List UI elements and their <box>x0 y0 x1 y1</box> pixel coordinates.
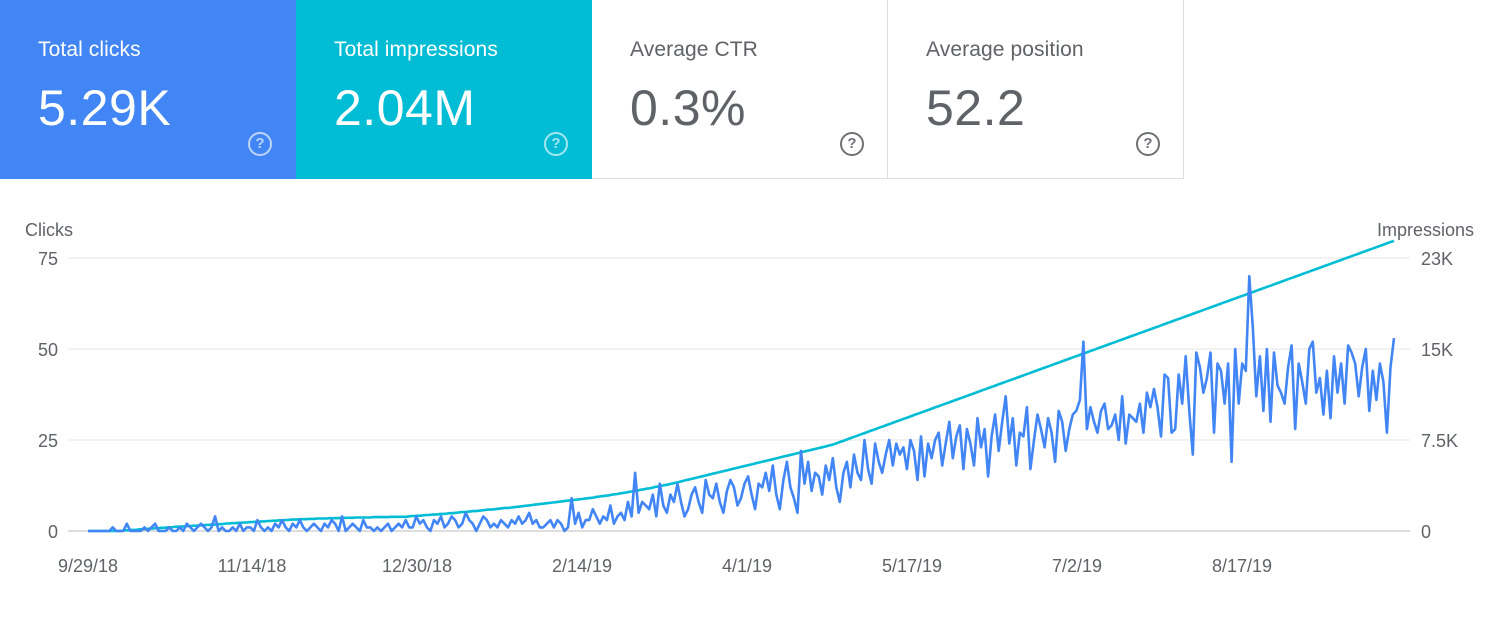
help-icon[interactable]: ? <box>248 132 272 156</box>
x-tick-label: 7/2/19 <box>1052 556 1102 576</box>
average-position-value: 52.2 <box>926 80 1026 136</box>
y-left-ticks: 0 25 50 75 <box>38 249 58 542</box>
total-clicks-value: 5.29K <box>38 80 172 136</box>
help-icon[interactable]: ? <box>840 132 864 156</box>
y-right-tick-label: 0 <box>1421 522 1431 542</box>
x-tick-label: 12/30/18 <box>382 556 452 576</box>
help-icon[interactable]: ? <box>1136 132 1160 156</box>
x-tick-label: 2/14/19 <box>552 556 612 576</box>
metric-cards: Total clicks 5.29K ? Total impressions 2… <box>0 0 1184 179</box>
x-tick-label: 11/14/18 <box>218 556 287 576</box>
x-tick-label: 8/17/19 <box>1212 556 1272 576</box>
clicks-series-line <box>88 274 1396 533</box>
y-right-ticks: 0 7.5K 15K 23K <box>1421 249 1458 542</box>
total-impressions-card[interactable]: Total impressions 2.04M ? <box>296 0 592 179</box>
x-tick-label: 9/29/18 <box>58 556 118 576</box>
average-position-label: Average position <box>926 38 1084 61</box>
y-left-tick-label: 50 <box>38 340 58 360</box>
y-right-tick-label: 7.5K <box>1421 431 1458 451</box>
y-left-axis-label: Clicks <box>25 220 73 240</box>
y-left-tick-label: 0 <box>48 522 58 542</box>
impressions-series-line <box>88 239 1395 533</box>
x-tick-label: 5/17/19 <box>882 556 942 576</box>
chart-series <box>88 239 1396 533</box>
x-axis-ticks: 9/29/18 11/14/18 12/30/18 2/14/19 4/1/19 5/17… <box>58 556 1272 576</box>
performance-chart[interactable]: Clicks Impressions 0 25 50 75 0 7.5K 15K 23K 9… <box>0 190 1500 617</box>
y-right-tick-label: 23K <box>1421 249 1453 269</box>
chart-grid <box>68 257 1410 532</box>
x-tick-label: 4/1/19 <box>722 556 772 576</box>
total-impressions-value: 2.04M <box>334 80 476 136</box>
average-ctr-label: Average CTR <box>630 38 758 61</box>
average-ctr-card[interactable]: Average CTR 0.3% ? <box>592 0 888 179</box>
total-impressions-label: Total impressions <box>334 38 498 61</box>
y-right-axis-label: Impressions <box>1377 220 1474 240</box>
help-icon[interactable]: ? <box>544 132 568 156</box>
y-right-tick-label: 15K <box>1421 340 1453 360</box>
total-clicks-card[interactable]: Total clicks 5.29K ? <box>0 0 296 179</box>
total-clicks-label: Total clicks <box>38 38 141 61</box>
y-left-tick-label: 25 <box>38 431 58 451</box>
average-ctr-value: 0.3% <box>630 80 746 136</box>
y-left-tick-label: 75 <box>38 249 58 269</box>
average-position-card[interactable]: Average position 52.2 ? <box>888 0 1184 179</box>
